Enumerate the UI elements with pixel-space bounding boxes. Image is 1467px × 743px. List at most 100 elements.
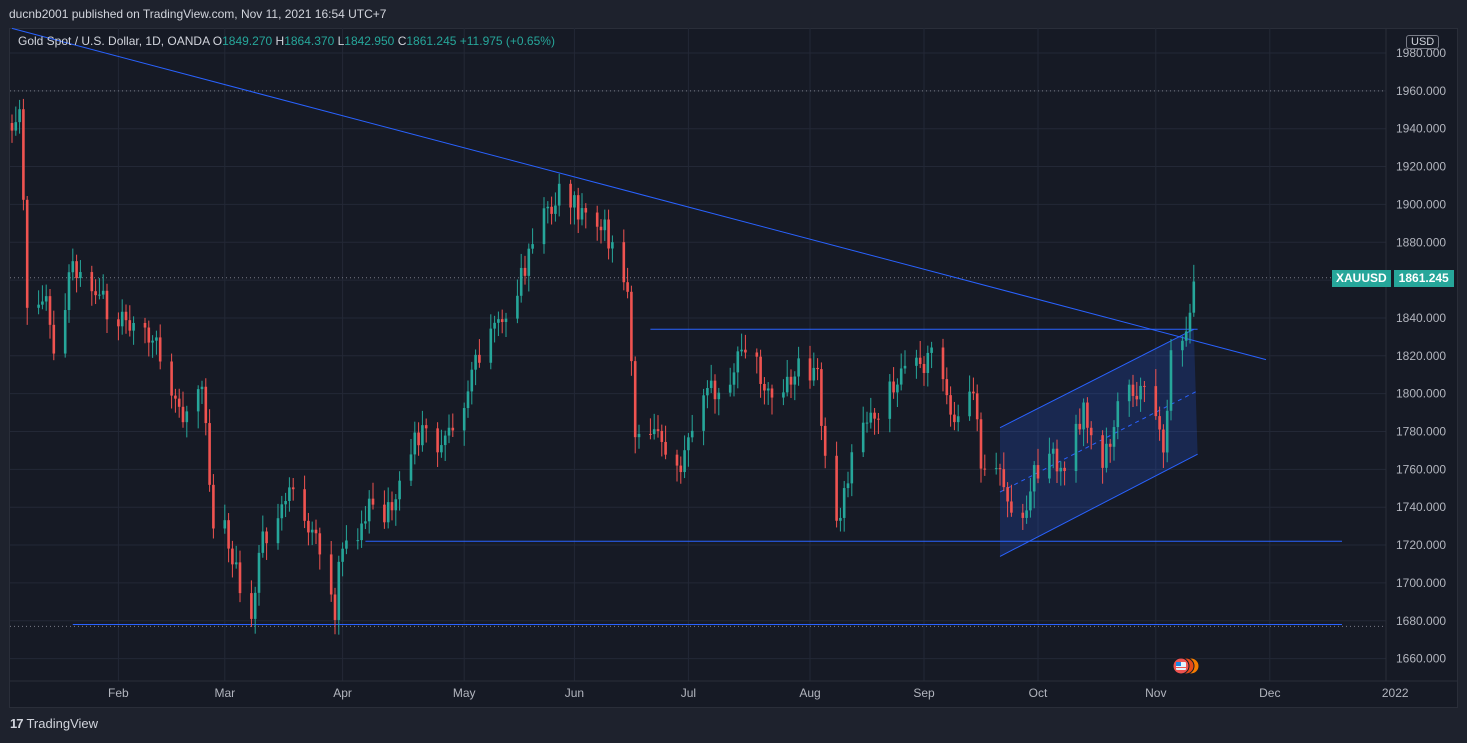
candle-body — [603, 219, 607, 231]
candle-body — [284, 500, 287, 505]
close-label: C — [397, 34, 407, 48]
candle-body — [462, 408, 466, 431]
candle-body — [500, 319, 504, 322]
candle-body — [345, 540, 348, 549]
candle-body — [717, 392, 721, 400]
candle-body — [120, 311, 124, 327]
candle-body — [383, 504, 386, 523]
economic-events-icon[interactable] — [1170, 656, 1202, 676]
candle-body — [1112, 427, 1116, 447]
candle-body — [386, 502, 390, 523]
candle-body — [744, 349, 747, 353]
candle-body — [569, 183, 572, 208]
candle-body — [1184, 331, 1188, 341]
price-tick-label: 1820.000 — [1396, 349, 1446, 363]
candle-body — [424, 425, 428, 429]
candle-body — [329, 554, 333, 595]
candle-body — [972, 391, 975, 394]
candle-body — [223, 520, 227, 529]
candle-body — [630, 291, 633, 362]
candle-body — [576, 195, 580, 220]
candle-body — [584, 208, 588, 213]
price-tick-label: 1880.000 — [1396, 235, 1446, 249]
candle-body — [1158, 416, 1161, 430]
candle-body — [276, 518, 280, 544]
candle-body — [212, 484, 215, 529]
candle-body — [1105, 443, 1108, 468]
candle-body — [409, 454, 413, 481]
candle-body — [930, 347, 933, 353]
price-axis: 1980.000 1960.000 1940.000 1920.000 1900.000… — [1385, 28, 1446, 681]
drawings-layer — [11, 27, 1342, 626]
candle-body — [527, 248, 531, 276]
candle-body — [10, 123, 14, 131]
published-text: ducnb2001 published on TradingView.com, … — [9, 7, 387, 21]
candle-body — [181, 406, 185, 423]
candle-body — [660, 430, 664, 442]
candle-body — [766, 388, 770, 391]
candle-body — [850, 452, 854, 484]
candle-body — [22, 109, 25, 200]
candle-body — [968, 391, 971, 417]
tradingview-footer[interactable]: 17 TradingView — [10, 716, 98, 731]
candle-body — [1063, 467, 1066, 472]
candle-body — [846, 483, 850, 489]
candle-body — [44, 296, 48, 302]
candle-body — [436, 428, 439, 453]
candle-body — [261, 531, 265, 553]
symbol-description[interactable]: Gold Spot / U.S. Dollar, 1D, OANDA — [18, 34, 210, 48]
candle-body — [816, 367, 819, 370]
candle-body — [869, 412, 873, 423]
candle-body — [732, 372, 736, 385]
candle-body — [466, 391, 470, 409]
candle-body — [185, 411, 189, 423]
time-tick-label: Jul — [681, 686, 696, 700]
candle-body — [37, 304, 40, 308]
candle-body — [147, 327, 151, 343]
candle-body — [1116, 401, 1120, 428]
candle-body — [208, 423, 211, 485]
candle-body — [763, 383, 766, 391]
candle-body — [303, 489, 306, 521]
candle-body — [679, 465, 683, 473]
candle-body — [18, 109, 21, 123]
candle-body — [728, 384, 732, 393]
candle-body — [687, 437, 690, 451]
candle-body — [1006, 487, 1009, 502]
candle-body — [979, 419, 983, 469]
candle-body — [288, 487, 291, 501]
candle-body — [607, 219, 610, 249]
candle-body — [998, 468, 1002, 470]
candle-body — [75, 261, 78, 279]
candle-body — [318, 533, 322, 555]
candle-body — [63, 310, 67, 354]
last-price-label: XAUUSD 1861.245 — [1332, 270, 1454, 287]
candle-body — [808, 358, 812, 381]
candle-body — [922, 363, 926, 373]
change-value: +11.975 (+0.65%) — [459, 34, 555, 48]
open-label: O — [212, 34, 223, 48]
price-tick-label: 1760.000 — [1396, 462, 1446, 476]
candle-body — [234, 562, 238, 565]
candle-body — [702, 395, 705, 431]
candle-body — [238, 562, 242, 594]
currency-button[interactable]: USD — [1406, 35, 1440, 49]
candle-body — [770, 388, 774, 398]
candle-body — [865, 422, 869, 424]
candle-body — [443, 435, 447, 446]
candle-body — [516, 295, 519, 319]
time-axis: Feb Mar Apr May Jun Jul Aug Sep Oct Nov Dec 2022 — [10, 680, 1458, 700]
candle-body — [1188, 312, 1192, 332]
candle-body — [1089, 427, 1093, 436]
last-price-value: 1861.245 — [1393, 270, 1454, 287]
dotted-levels — [10, 90, 1386, 627]
candle-body — [98, 294, 101, 296]
time-tick-label: May — [453, 686, 476, 700]
candle-body — [557, 183, 561, 206]
candle-body — [497, 319, 500, 323]
price-tick-label: 1900.000 — [1396, 197, 1446, 211]
candle-body — [25, 199, 29, 308]
time-tick-label: Aug — [799, 686, 820, 700]
candle-body — [861, 422, 865, 453]
